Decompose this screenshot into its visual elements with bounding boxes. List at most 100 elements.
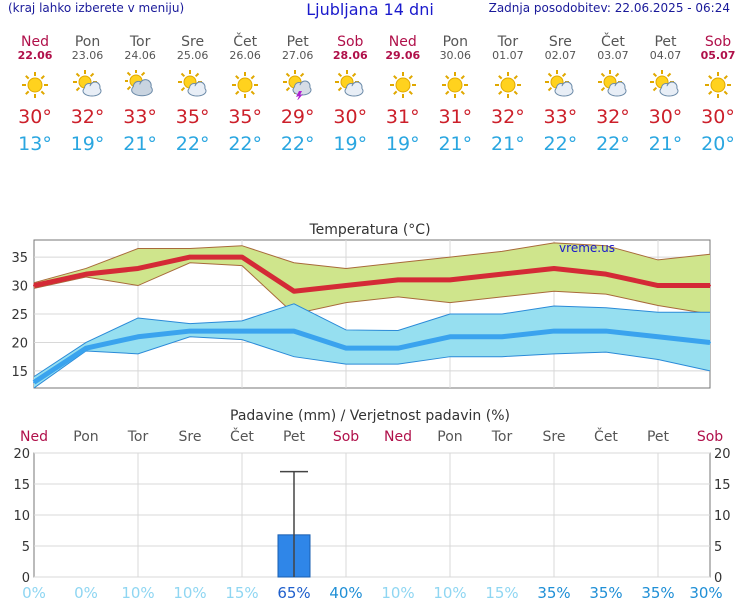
sun-icon bbox=[494, 72, 521, 98]
min-temperature: 13° bbox=[18, 133, 52, 155]
max-temperature: 31° bbox=[385, 106, 420, 128]
day-column: Tor 24.06 33° 21° bbox=[114, 34, 166, 155]
max-temperature: 32° bbox=[70, 106, 105, 128]
max-temperature: 30° bbox=[701, 106, 735, 128]
max-temperature: 33° bbox=[543, 106, 578, 128]
min-temp-point bbox=[137, 335, 139, 338]
y-tick-label-right: 15 bbox=[714, 478, 731, 493]
max-temp-band-upper-edge bbox=[33, 242, 711, 284]
max-temp-point bbox=[345, 284, 347, 287]
precip-probability: 65% bbox=[277, 584, 310, 600]
max-temp-point bbox=[605, 273, 607, 276]
precip-probability: 15% bbox=[225, 584, 258, 600]
y-tick-label-right: 10 bbox=[714, 509, 731, 524]
day-name: Ned bbox=[21, 34, 49, 50]
min-temperature: 21° bbox=[648, 133, 683, 155]
min-temperature: 22° bbox=[175, 133, 210, 155]
precip-probability: 0% bbox=[22, 584, 46, 600]
day-column: Sob 28.06 30° 19° bbox=[324, 34, 376, 155]
day-date: 26.06 bbox=[229, 49, 261, 62]
day-date: 24.06 bbox=[124, 49, 156, 62]
x-tick-label: Čet bbox=[230, 427, 254, 445]
day-date: 01.07 bbox=[492, 49, 524, 62]
max-temp-point bbox=[33, 284, 35, 287]
min-temp-point bbox=[657, 335, 659, 338]
day-name: Tor bbox=[497, 34, 519, 50]
max-temp-point bbox=[709, 284, 711, 287]
precip-probability: 35% bbox=[589, 584, 622, 600]
min-temperature: 21° bbox=[123, 133, 157, 155]
day-date: 05.07 bbox=[700, 49, 736, 62]
sun-storm-icon bbox=[282, 70, 312, 100]
max-temp-band bbox=[34, 242, 710, 314]
min-temp-point bbox=[85, 347, 87, 350]
sun-cloud-icon bbox=[335, 70, 364, 97]
sun-icon bbox=[22, 72, 48, 98]
y-tick-label-left: 10 bbox=[13, 509, 30, 524]
min-temp-point bbox=[397, 347, 399, 350]
max-temperature: 35° bbox=[175, 106, 210, 128]
x-tick-label: Pon bbox=[73, 429, 98, 445]
min-temperature: 21° bbox=[438, 133, 473, 155]
min-temperature: 19° bbox=[70, 133, 105, 155]
max-temperature: 35° bbox=[228, 106, 262, 128]
day-date: 23.06 bbox=[71, 49, 104, 62]
location-hint: (kraj lahko izberete v meniju) bbox=[8, 1, 185, 15]
precip-probability: 10% bbox=[121, 584, 154, 600]
day-date: 29.06 bbox=[385, 49, 421, 62]
min-temp-band-lower-edge bbox=[33, 336, 711, 389]
day-name: Čet bbox=[600, 34, 625, 50]
day-name: Sob bbox=[337, 34, 364, 50]
max-temperature: 30° bbox=[18, 106, 52, 128]
min-temp-point bbox=[501, 335, 503, 338]
day-name: Tor bbox=[129, 34, 151, 50]
x-tick-label: Ned bbox=[384, 429, 412, 445]
day-date: 03.07 bbox=[597, 49, 629, 62]
min-temp-point bbox=[189, 330, 191, 333]
x-tick-label: Tor bbox=[491, 429, 513, 445]
min-temp-point bbox=[33, 381, 35, 384]
min-temperature: 22° bbox=[280, 133, 315, 155]
y-tick-label-left: 0 bbox=[22, 571, 30, 586]
max-temp-point bbox=[657, 284, 659, 287]
watermark: vreme.us bbox=[559, 241, 615, 255]
x-tick-label: Sre bbox=[543, 429, 566, 445]
max-temp-point bbox=[137, 267, 139, 270]
day-column: Čet 26.06 35° 22° bbox=[219, 34, 271, 155]
max-temp-point bbox=[449, 278, 451, 281]
day-column: Pet 04.07 30° 21° bbox=[639, 34, 691, 155]
chart-title: Temperatura (°C) bbox=[308, 222, 430, 238]
x-tick-label: Pet bbox=[283, 429, 306, 445]
page-title: Ljubljana 14 dni bbox=[306, 0, 434, 19]
day-column: Pon 23.06 32° 19° bbox=[62, 34, 114, 155]
day-name: Ned bbox=[388, 34, 417, 50]
daily-forecast-strip: Ned 22.06 30° 13° Pon 23.06 32° 19° Tor 24.06 33° 2… bbox=[0, 34, 740, 174]
max-temperature: 29° bbox=[280, 106, 315, 128]
precip-probability: 35% bbox=[537, 584, 570, 600]
precip-probability: 15% bbox=[485, 584, 518, 600]
min-temp-line bbox=[32, 328, 711, 385]
min-temp-point bbox=[605, 330, 607, 333]
y-tick-label: 35 bbox=[11, 251, 28, 266]
sun-icon bbox=[232, 72, 259, 98]
last-updated: Zadnja posodobitev: 22.06.2025 - 06:24 bbox=[488, 1, 730, 15]
precip-probability: 40% bbox=[329, 584, 362, 600]
max-temperature: 30° bbox=[648, 106, 683, 128]
day-column: Pet 27.06 29° 22° bbox=[272, 34, 324, 155]
precip-probability: 30% bbox=[689, 584, 722, 600]
day-column: Sob 05.07 30° 20° bbox=[692, 34, 740, 155]
y-tick-label: 20 bbox=[11, 336, 28, 351]
x-tick-label: Pet bbox=[647, 429, 670, 445]
sun-icon bbox=[442, 72, 469, 98]
min-temp-point bbox=[709, 341, 711, 344]
min-temperature: 22° bbox=[228, 133, 262, 155]
temperature-chart: Temperatura (°C) 15 20 25 30 35 vreme.us bbox=[11, 222, 711, 389]
y-tick-label-left: 5 bbox=[22, 540, 30, 555]
top-bar: (kraj lahko izberete v meniju) Ljubljana… bbox=[0, 0, 740, 22]
day-date: 27.06 bbox=[281, 49, 314, 62]
max-temp-band-lower-edge bbox=[33, 262, 711, 315]
x-tick-label: Tor bbox=[127, 429, 149, 445]
max-temp-point bbox=[501, 273, 503, 276]
day-column: Ned 29.06 31° 19° bbox=[377, 34, 429, 155]
x-tick-label: Sre bbox=[179, 429, 202, 445]
